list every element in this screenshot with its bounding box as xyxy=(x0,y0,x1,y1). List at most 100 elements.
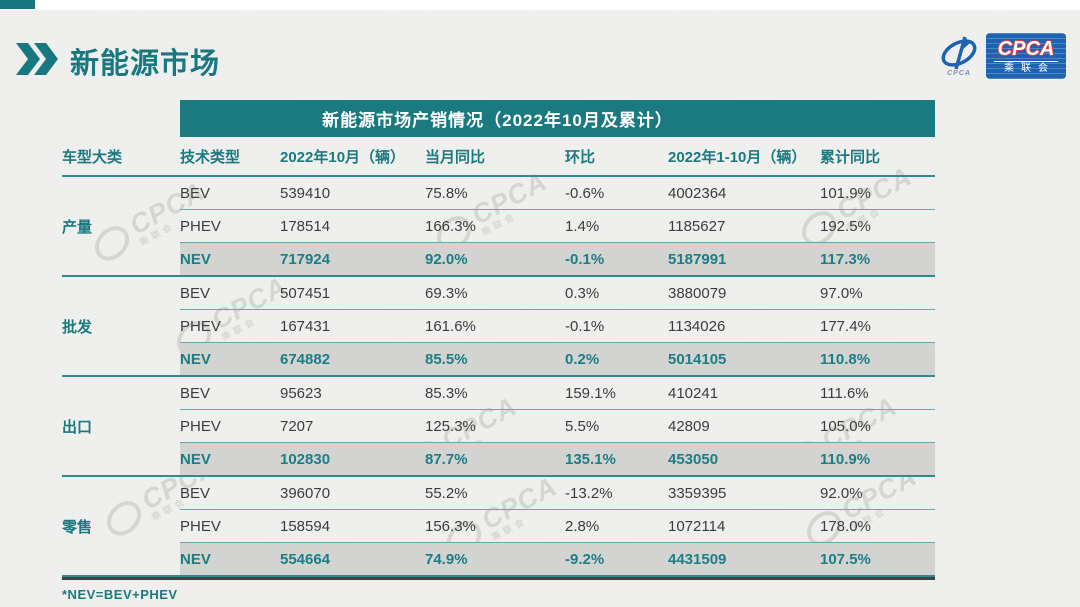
table-cell: 192.5% xyxy=(820,217,871,235)
table-cell: 85.5% xyxy=(425,350,468,368)
table-cell: BEV xyxy=(180,284,211,302)
table-row: BEV 95623 85.3% 159.1% 410241 111.6% xyxy=(180,377,935,409)
table-cell: 42809 xyxy=(668,417,710,435)
table-cell: -9.2% xyxy=(565,550,605,568)
table-cell: 156.3% xyxy=(425,517,476,535)
table-row-nev: NEV 102830 87.7% 135.1% 453050 110.9% xyxy=(180,442,935,475)
table-cell: 92.0% xyxy=(425,250,468,268)
row-group-production: 产量 BEV 539410 75.8% -0.6% 4002364 101.9% PHEV… xyxy=(62,177,935,277)
cpca-emblem-icon: CPCA xyxy=(937,35,981,77)
table-cell: 3359395 xyxy=(668,484,727,502)
table-row: PHEV 167431 161.6% -0.1% 1134026 177.4% xyxy=(180,309,935,342)
col-header-month-yoy: 当月同比 xyxy=(425,148,486,166)
table-cell: NEV xyxy=(180,250,211,268)
table-header-row: 车型大类 技术类型 2022年10月（辆） 当月同比 环比 2022年1-10月… xyxy=(62,137,935,177)
col-header-ytd-yoy: 累计同比 xyxy=(820,148,881,166)
table-cell: PHEV xyxy=(180,417,221,435)
table-cell: 161.6% xyxy=(425,317,476,335)
table-cell: -0.6% xyxy=(565,184,605,202)
nev-market-table: 新能源市场产销情况（2022年10月及累计） 车型大类 技术类型 2022年10… xyxy=(62,100,935,602)
table-cell: 717924 xyxy=(280,250,331,268)
group-label: 零售 xyxy=(62,518,93,536)
table-cell: 1.4% xyxy=(565,217,600,235)
table-cell: 1134026 xyxy=(668,317,726,335)
table-cell: 159.1% xyxy=(565,384,616,402)
table-cell: 101.9% xyxy=(820,184,871,202)
table-cell: 4002364 xyxy=(668,184,727,202)
cpca-emblem-caption: CPCA xyxy=(947,70,971,77)
table-cell: NEV xyxy=(180,550,211,568)
table-cell: 125.3% xyxy=(425,417,476,435)
table-cell: 7207 xyxy=(280,417,314,435)
table-cell: 166.3% xyxy=(425,217,476,235)
table-cell: 674882 xyxy=(280,350,331,368)
col-header-tech-type: 技术类型 xyxy=(180,148,241,166)
table-cell: 177.4% xyxy=(820,317,871,335)
table-cell: NEV xyxy=(180,350,211,368)
table-cell: 135.1% xyxy=(565,450,616,468)
table-cell: NEV xyxy=(180,450,211,468)
table-cell: PHEV xyxy=(180,317,221,335)
table-cell: 5014105 xyxy=(668,350,727,368)
table-cell: 2.8% xyxy=(565,517,600,535)
table-cell: BEV xyxy=(180,484,211,502)
table-cell: 107.5% xyxy=(820,550,871,568)
table-cell: 85.3% xyxy=(425,384,468,402)
table-cell: 167431 xyxy=(280,317,331,335)
page-title: 新能源市场 xyxy=(70,48,221,80)
table-cell: BEV xyxy=(180,384,211,402)
col-header-ytd-vol: 2022年1-10月（辆） xyxy=(668,148,807,166)
table-cell: -13.2% xyxy=(565,484,613,502)
cpca-logo: CPCA CPCA 乘联会 xyxy=(937,33,1066,79)
footnote: *NEV=BEV+PHEV xyxy=(62,587,178,602)
table-cell: 158594 xyxy=(280,517,331,535)
row-group-retail: 零售 BEV 396070 55.2% -13.2% 3359395 92.0% PHEV… xyxy=(62,477,935,577)
col-header-mom: 环比 xyxy=(565,148,596,166)
table-cell: 117.3% xyxy=(820,250,871,268)
cpca-logo-box: CPCA 乘联会 xyxy=(986,33,1066,79)
table-row-nev: NEV 717924 92.0% -0.1% 5187991 117.3% xyxy=(180,242,935,275)
table-cell: PHEV xyxy=(180,517,221,535)
table-title-bar: 新能源市场产销情况（2022年10月及累计） xyxy=(180,100,935,137)
table-cell: 5.5% xyxy=(565,417,600,435)
group-label: 产量 xyxy=(62,218,93,236)
table-cell: 453050 xyxy=(668,450,719,468)
table-cell: 110.9% xyxy=(820,450,871,468)
cpca-logo-text: CPCA xyxy=(997,37,1055,60)
table-cell: 75.8% xyxy=(425,184,468,202)
page-header: 新能源市场 xyxy=(14,40,220,82)
row-group-export: 出口 BEV 95623 85.3% 159.1% 410241 111.6% PHEV 7… xyxy=(62,377,935,477)
table-cell: 0.2% xyxy=(565,350,600,368)
table-cell: 3880079 xyxy=(668,284,727,302)
table-row: BEV 539410 75.8% -0.6% 4002364 101.9% xyxy=(180,177,935,209)
table-cell: 410241 xyxy=(668,384,719,402)
table-cell: 539410 xyxy=(280,184,331,202)
table-cell: 0.3% xyxy=(565,284,600,302)
table-cell: 69.3% xyxy=(425,284,468,302)
table-cell: 396070 xyxy=(280,484,331,502)
table-row: PHEV 158594 156.3% 2.8% 1072114 178.0% xyxy=(180,509,935,542)
table-cell: 102830 xyxy=(280,450,331,468)
table-bottom-rule xyxy=(62,577,935,580)
table-cell: 87.7% xyxy=(425,450,468,468)
table-cell: 507451 xyxy=(280,284,331,302)
table-row: PHEV 178514 166.3% 1.4% 1185627 192.5% xyxy=(180,209,935,242)
col-header-month-vol: 2022年10月（辆） xyxy=(280,148,406,166)
group-label: 出口 xyxy=(62,418,93,436)
cpca-logo-divider xyxy=(994,60,1058,62)
table-cell: 95623 xyxy=(280,384,322,402)
table-cell: 1072114 xyxy=(668,517,726,535)
table-cell: PHEV xyxy=(180,217,221,235)
table-cell: 4431509 xyxy=(668,550,727,568)
corner-accent-bar xyxy=(0,0,35,9)
col-header-category: 车型大类 xyxy=(62,148,123,166)
table-cell: -0.1% xyxy=(565,250,605,268)
table-row: BEV 507451 69.3% 0.3% 3880079 97.0% xyxy=(180,277,935,309)
cpca-logo-chinese: 乘联会 xyxy=(1004,62,1055,74)
table-row: PHEV 7207 125.3% 5.5% 42809 105.0% xyxy=(180,409,935,442)
table-cell: BEV xyxy=(180,184,211,202)
table-cell: -0.1% xyxy=(565,317,605,335)
table-cell: 74.9% xyxy=(425,550,468,568)
table-row: BEV 396070 55.2% -13.2% 3359395 92.0% xyxy=(180,477,935,509)
